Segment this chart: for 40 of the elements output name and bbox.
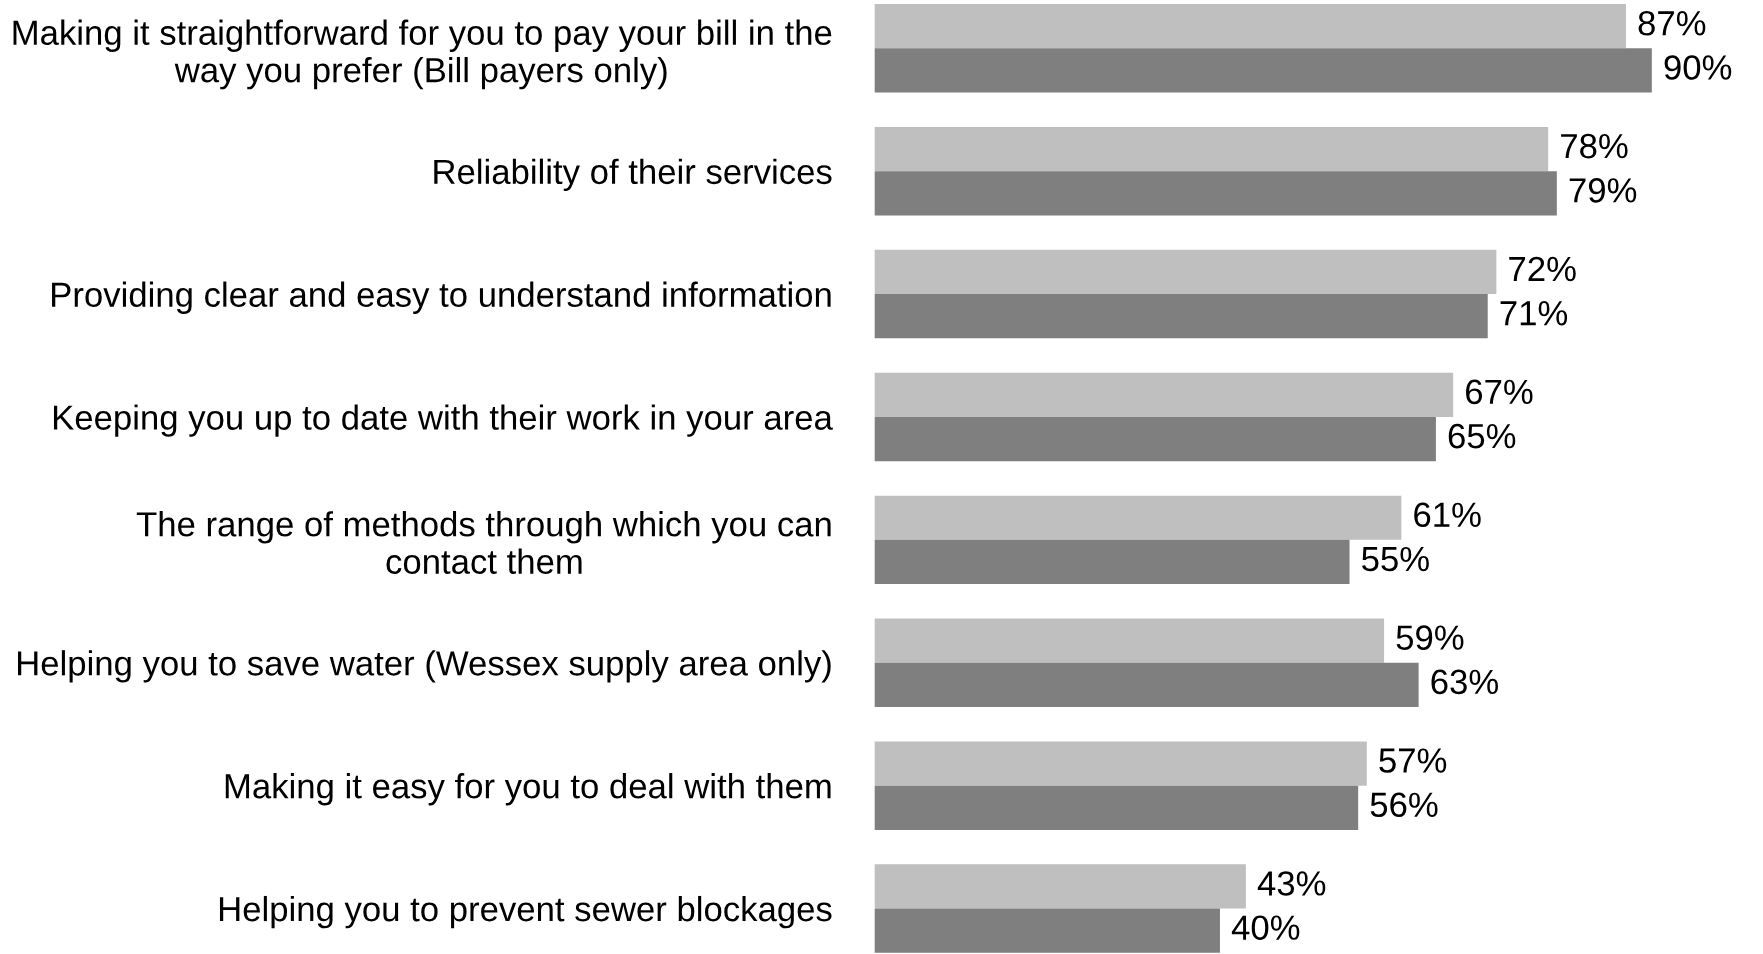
data-label: 90% [1664, 55, 1732, 80]
data-label: 40% [1231, 915, 1300, 940]
data-label: 72% [1509, 256, 1576, 282]
bar [874, 126, 1549, 172]
data-label: 56% [1370, 792, 1438, 818]
bar [874, 249, 1497, 295]
y-tick-label: Helping you to prevent sewer blockages [219, 895, 832, 929]
bar [874, 741, 1367, 786]
bar [874, 294, 1488, 339]
data-label: 57% [1379, 748, 1447, 773]
bar [874, 48, 1652, 93]
bar [874, 785, 1359, 830]
data-label: 65% [1448, 423, 1516, 449]
data-label: 87% [1638, 10, 1706, 36]
y-tick-label: Making it easy for you to deal with them [225, 773, 831, 806]
data-label: 55% [1362, 546, 1429, 572]
bar [874, 864, 1246, 909]
bar [874, 539, 1350, 585]
data-label: 63% [1431, 669, 1498, 695]
data-label: 71% [1500, 301, 1568, 326]
y-tick-label: Helping you to save water (Wessex supply area only) [18, 650, 831, 683]
bar [874, 372, 1454, 417]
y-tick-label: The range of methods through which you can contact them [136, 511, 831, 575]
y-tick-label: Providing clear and easy to understand information [52, 281, 831, 314]
bar [874, 495, 1402, 540]
bar [874, 662, 1419, 707]
bar [874, 908, 1220, 953]
data-label: 67% [1466, 379, 1533, 405]
data-label: 78% [1561, 133, 1628, 159]
data-label: 59% [1396, 625, 1464, 650]
bar [874, 171, 1557, 216]
y-tick-label: Reliability of their services [434, 158, 832, 191]
bar [874, 618, 1385, 663]
y-tick-label: Keeping you up to date with their work in your area [53, 404, 833, 437]
data-label: 79% [1569, 178, 1637, 203]
bar [874, 4, 1626, 49]
data-label: 61% [1414, 502, 1481, 528]
y-tick-label: Making it straightforward for you to pay your bill in the way you prefer (Bill payers only) [13, 19, 832, 90]
bar [874, 416, 1436, 462]
data-label: 43% [1257, 871, 1326, 896]
